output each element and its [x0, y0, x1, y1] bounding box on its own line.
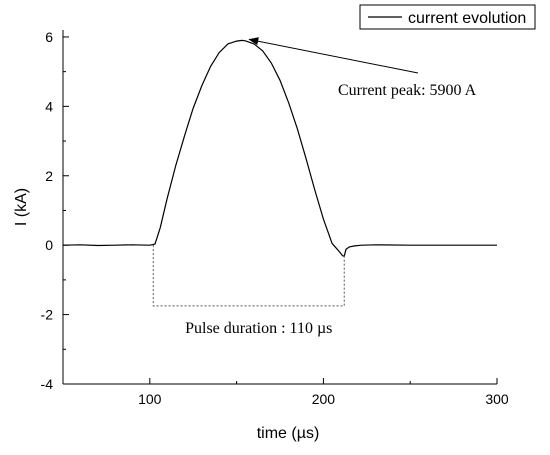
y-tick-label: 6	[45, 29, 53, 45]
y-tick-label: -4	[41, 376, 54, 392]
pulse-duration-label: Pulse duration : 110 µs	[185, 320, 332, 337]
pulse-duration-bracket	[152, 245, 345, 307]
series-line-current-evolution	[62, 39, 497, 258]
y-tick-label: 2	[45, 168, 53, 184]
x-tick-label: 100	[138, 391, 162, 407]
legend-label-current-evolution: current evolution	[408, 10, 526, 27]
x-tick-label: 300	[485, 391, 509, 407]
peak-arrow	[248, 37, 419, 74]
y-tick-label: -2	[41, 307, 54, 323]
peak-annotation-label: Current peak: 5900 A	[338, 82, 477, 99]
x-tick-label: 200	[312, 391, 336, 407]
y-tick-label: 4	[45, 98, 53, 114]
x-axis-label: time (µs)	[257, 425, 320, 442]
y-tick-label: 0	[45, 237, 53, 253]
y-axis-label: I (kA)	[13, 188, 30, 226]
